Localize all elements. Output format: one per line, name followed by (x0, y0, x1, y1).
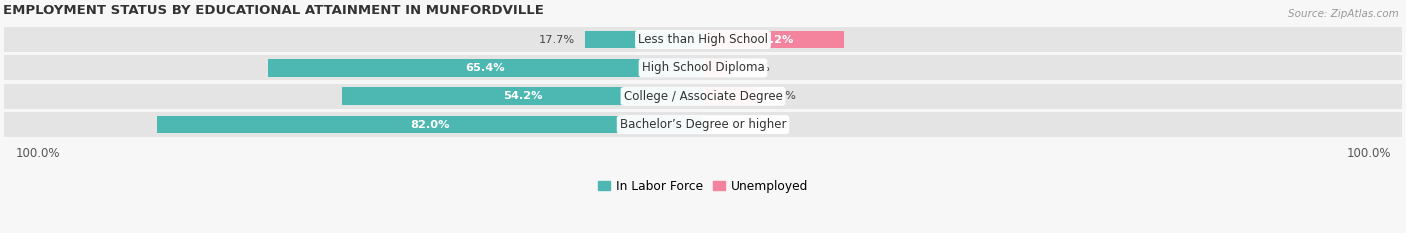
Bar (4, 55, 1402, 80)
Text: 8.1%: 8.1% (766, 91, 796, 101)
Bar (4, 27, 1402, 52)
Bar (157, 116, 703, 134)
Text: Source: ZipAtlas.com: Source: ZipAtlas.com (1288, 9, 1399, 19)
Text: 65.4%: 65.4% (465, 63, 505, 73)
Text: EMPLOYMENT STATUS BY EDUCATIONAL ATTAINMENT IN MUNFORDVILLE: EMPLOYMENT STATUS BY EDUCATIONAL ATTAINM… (3, 4, 544, 17)
Bar (267, 59, 703, 77)
Text: High School Diploma: High School Diploma (641, 61, 765, 74)
Text: College / Associate Degree: College / Associate Degree (624, 90, 782, 103)
Bar (4, 112, 1402, 137)
Text: 4.3%: 4.3% (741, 63, 770, 73)
Text: 54.2%: 54.2% (503, 91, 543, 101)
Text: Bachelor’s Degree or higher: Bachelor’s Degree or higher (620, 118, 786, 131)
Bar (703, 87, 756, 105)
Bar (585, 31, 703, 48)
Bar (342, 87, 703, 105)
Text: Less than High School: Less than High School (638, 33, 768, 46)
Bar (4, 84, 1402, 109)
Text: 17.7%: 17.7% (538, 34, 575, 45)
Text: 21.2%: 21.2% (754, 34, 793, 45)
Bar (703, 31, 844, 48)
Text: 82.0%: 82.0% (411, 120, 450, 130)
Text: 0.0%: 0.0% (713, 120, 742, 130)
Legend: In Labor Force, Unemployed: In Labor Force, Unemployed (593, 175, 813, 198)
Bar (703, 59, 731, 77)
